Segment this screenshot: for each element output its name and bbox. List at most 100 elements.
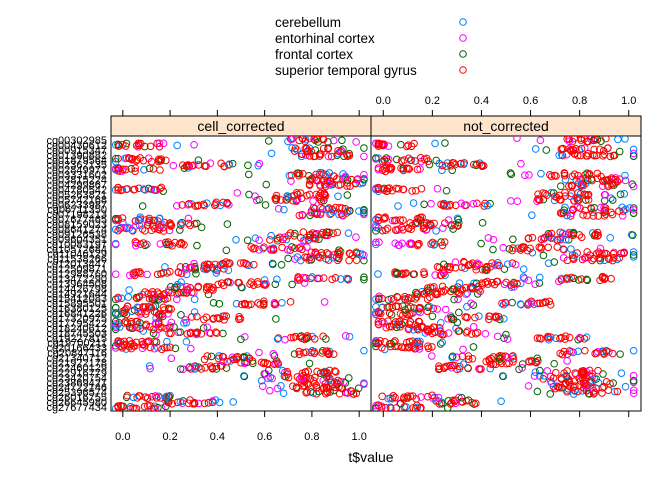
data-point xyxy=(191,362,199,370)
data-point xyxy=(278,298,286,307)
data-point xyxy=(122,154,131,162)
data-point xyxy=(323,249,331,257)
data-point xyxy=(629,253,638,261)
data-point xyxy=(288,280,296,289)
data-point xyxy=(240,353,249,362)
data-point xyxy=(473,199,481,208)
data-point xyxy=(629,248,638,256)
data-point xyxy=(399,311,407,319)
y-axis-tick-label: cg27677434 xyxy=(46,402,107,414)
data-point xyxy=(114,214,122,223)
data-point xyxy=(412,186,420,195)
panels: cell_corrected not_corrected xyxy=(110,115,642,412)
data-point xyxy=(150,186,159,194)
data-point xyxy=(489,235,498,244)
data-point xyxy=(457,199,466,208)
data-point xyxy=(599,146,608,155)
data-point xyxy=(167,354,176,363)
data-point xyxy=(223,220,232,228)
data-point xyxy=(570,382,579,390)
y-axis-tick-label: cg23420754 xyxy=(46,372,107,384)
legend-marker xyxy=(459,34,467,42)
data-point xyxy=(228,159,237,168)
data-point xyxy=(584,190,593,199)
data-point xyxy=(468,398,476,407)
data-point xyxy=(381,403,390,411)
data-point xyxy=(280,205,288,214)
data-point xyxy=(556,334,564,343)
data-point xyxy=(484,234,493,242)
y-axis-tick-label: cg26016755 xyxy=(46,392,107,404)
data-point xyxy=(204,399,213,407)
data-point xyxy=(114,293,122,302)
data-point xyxy=(176,365,185,373)
data-point xyxy=(302,388,310,397)
data-point xyxy=(374,216,383,225)
data-point xyxy=(325,366,334,375)
data-point xyxy=(564,375,573,383)
data-point xyxy=(459,160,468,169)
data-point xyxy=(516,300,525,308)
data-point xyxy=(277,382,285,390)
y-axis-tick-label: cg23869421 xyxy=(46,377,107,389)
data-point xyxy=(263,359,272,368)
data-point xyxy=(117,294,126,303)
data-point xyxy=(118,402,126,411)
data-point xyxy=(438,166,446,175)
data-point xyxy=(495,261,503,270)
data-point xyxy=(129,393,138,402)
data-point xyxy=(127,317,136,326)
data-point xyxy=(271,300,280,308)
data-point xyxy=(629,371,638,380)
y-axis: cg27677434cg26645980cg26016755cg25396574… xyxy=(46,135,107,414)
data-point xyxy=(539,251,548,260)
data-point xyxy=(471,313,479,322)
data-point xyxy=(289,196,297,205)
data-point xyxy=(615,207,623,215)
data-point xyxy=(111,154,120,163)
data-point xyxy=(298,136,307,143)
data-point xyxy=(544,243,553,252)
data-point xyxy=(618,211,627,220)
data-point xyxy=(241,333,249,341)
data-point xyxy=(318,349,326,357)
y-axis-tick-label: cg26645980 xyxy=(46,397,107,409)
data-point xyxy=(289,333,298,342)
data-point xyxy=(391,393,399,402)
data-point xyxy=(620,190,629,198)
data-point xyxy=(339,175,347,183)
data-point xyxy=(283,370,292,379)
data-point xyxy=(174,268,183,277)
data-point xyxy=(337,275,345,283)
data-point xyxy=(596,145,604,154)
data-point xyxy=(277,196,285,204)
data-point xyxy=(377,402,386,410)
data-point xyxy=(384,317,392,325)
data-point xyxy=(341,379,350,387)
data-point xyxy=(307,256,315,264)
data-point xyxy=(567,147,576,155)
panel-cell-corrected: cell_corrected xyxy=(110,115,372,412)
data-point xyxy=(200,162,209,170)
data-point xyxy=(111,270,120,279)
data-point xyxy=(432,227,440,235)
data-point xyxy=(215,398,224,407)
data-point xyxy=(320,180,329,189)
data-point xyxy=(114,402,122,410)
data-point xyxy=(520,274,529,283)
top-axis-tick-label: 1.0 xyxy=(621,95,636,107)
data-point xyxy=(409,404,417,411)
data-point xyxy=(197,365,205,373)
data-point xyxy=(507,197,515,205)
data-point xyxy=(220,312,228,320)
data-point xyxy=(617,249,625,258)
data-point xyxy=(583,276,592,285)
data-point xyxy=(193,312,201,321)
data-point xyxy=(292,189,301,197)
data-point xyxy=(396,317,404,326)
data-point xyxy=(599,152,607,160)
legend-marker xyxy=(459,18,467,26)
data-point xyxy=(575,333,584,342)
data-point xyxy=(561,188,569,197)
bottom-axis-tick-label: 0.0 xyxy=(115,431,130,443)
